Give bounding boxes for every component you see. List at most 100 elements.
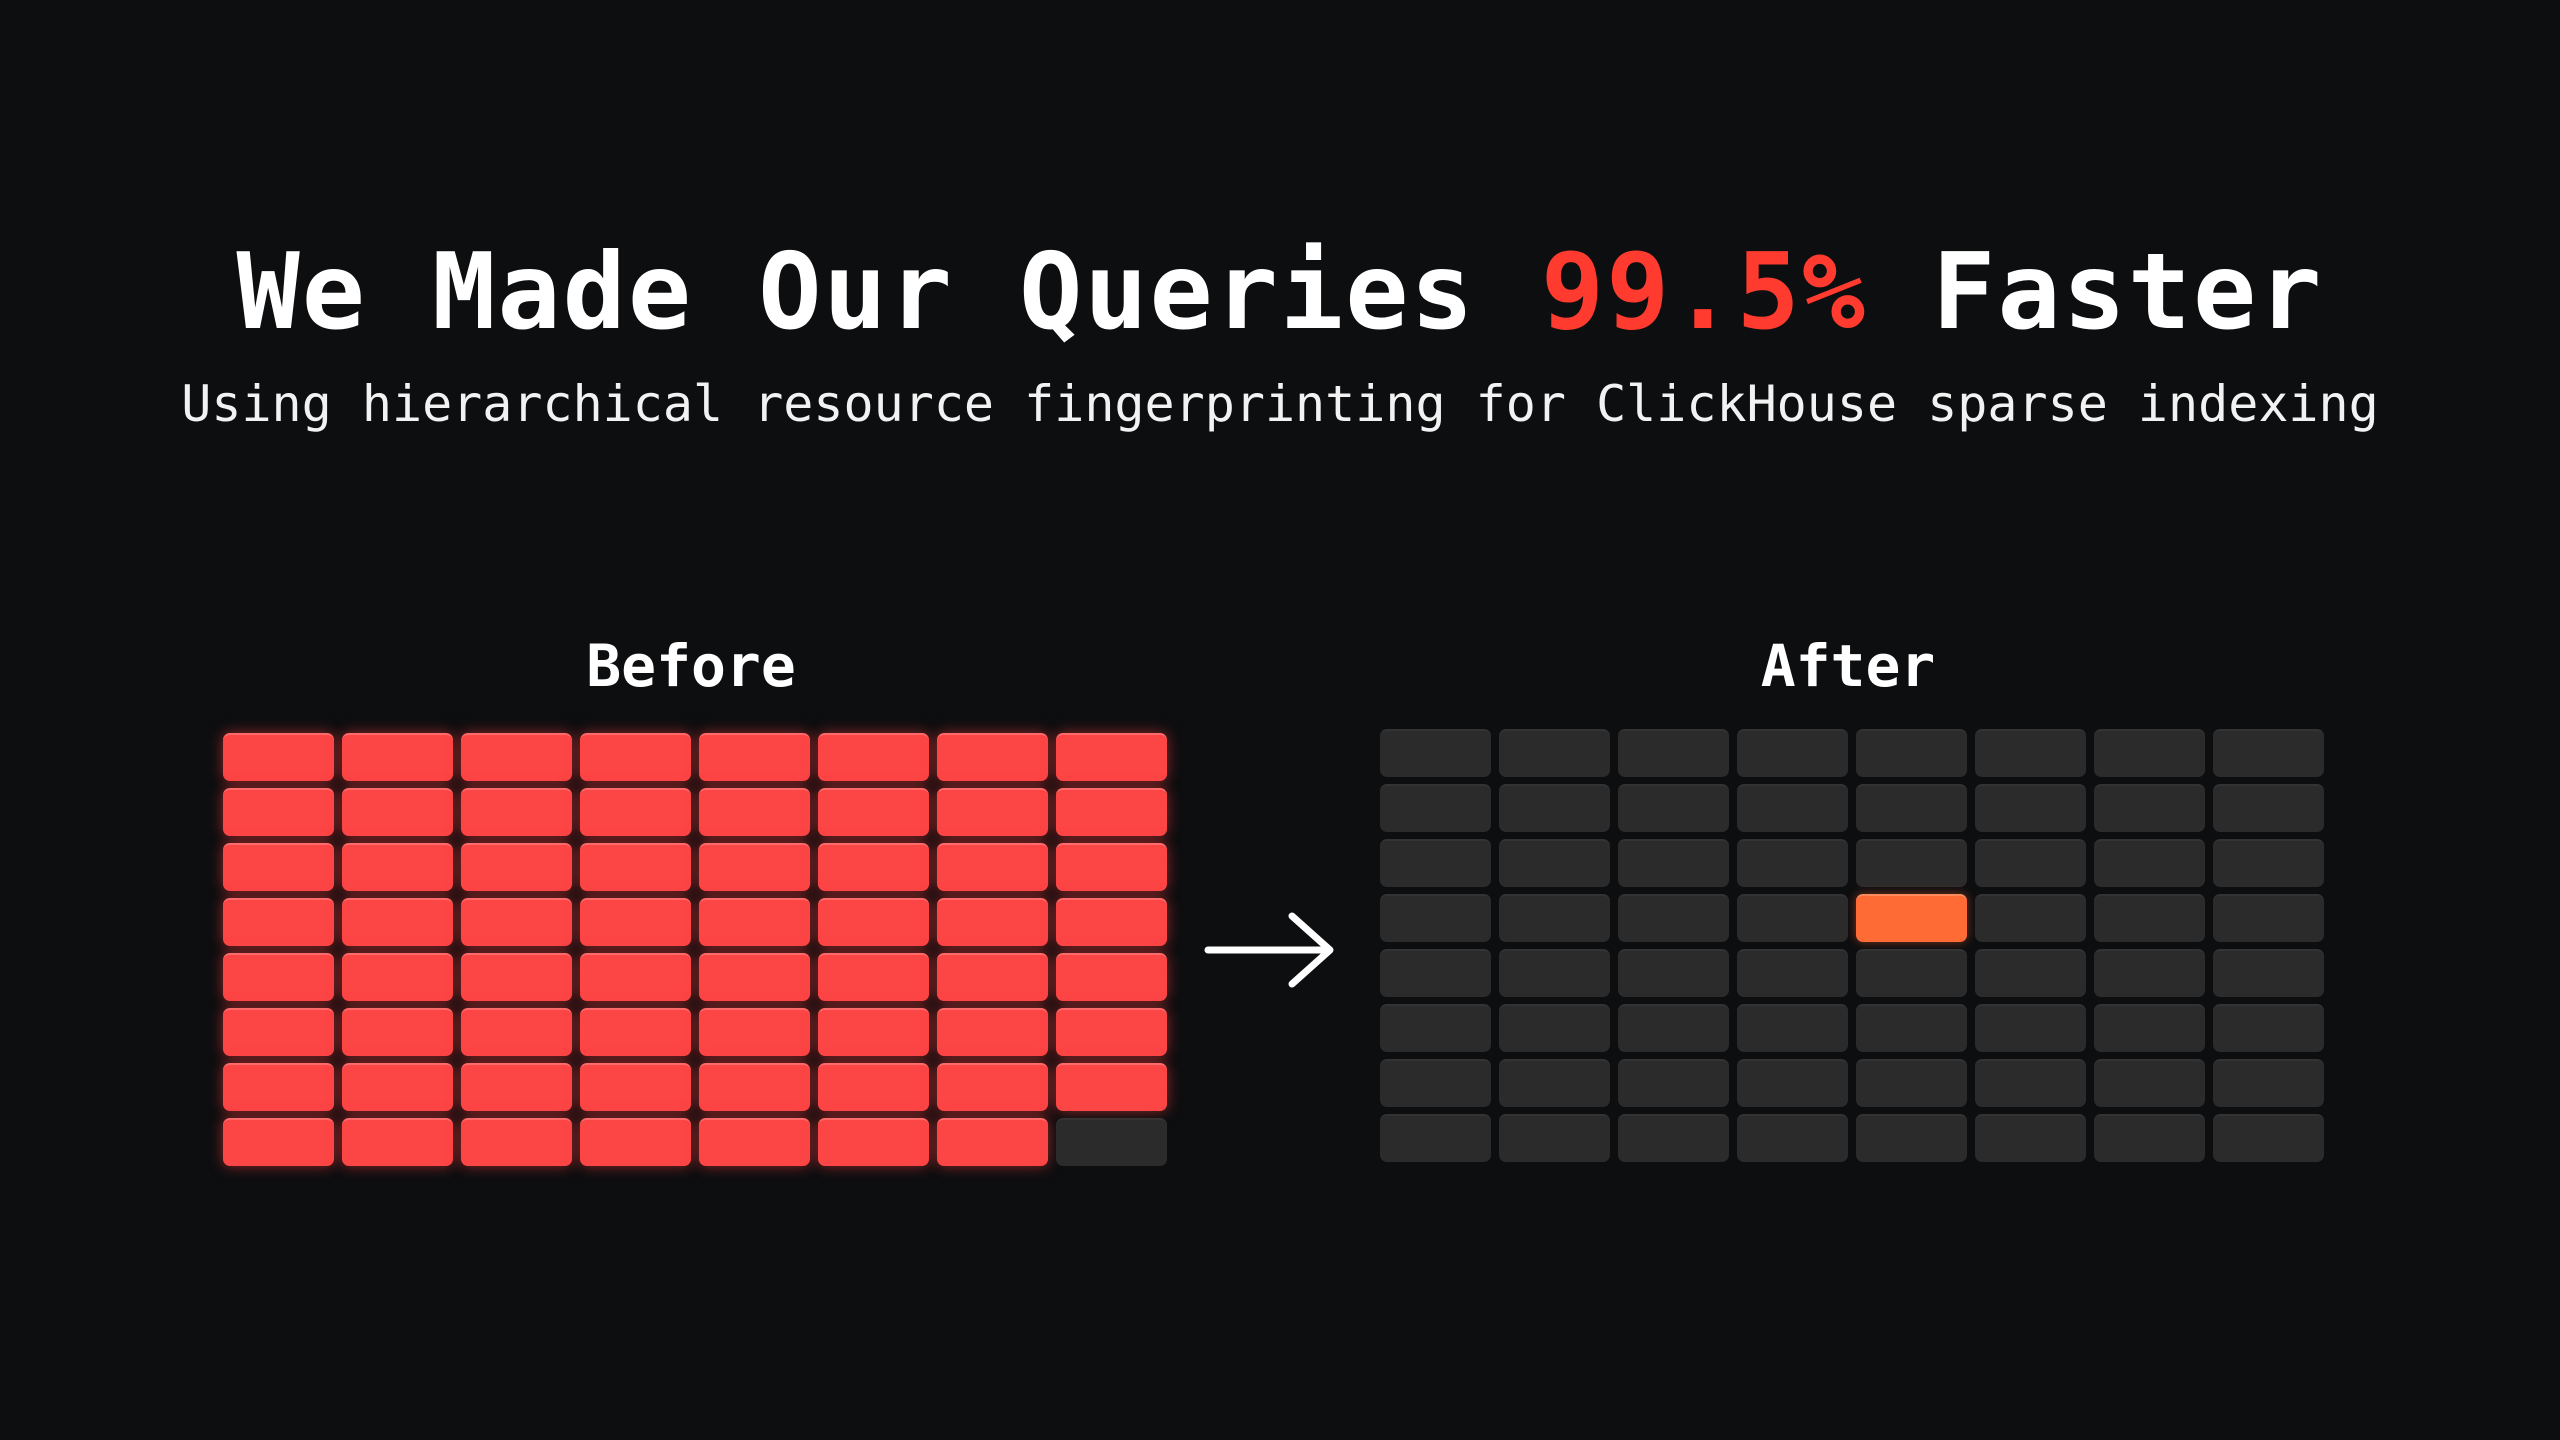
after-granule-off bbox=[1499, 784, 1610, 832]
before-granule-on bbox=[937, 953, 1048, 1001]
after-granule-off bbox=[1380, 894, 1491, 942]
after-granule-off bbox=[1618, 839, 1729, 887]
after-label: After bbox=[1760, 632, 1936, 700]
after-granule-off bbox=[1499, 729, 1610, 777]
after-granule-off bbox=[1975, 894, 2086, 942]
after-granule-off bbox=[1975, 1059, 2086, 1107]
title-prefix: We Made Our Queries bbox=[236, 231, 1541, 353]
after-granule-off bbox=[1737, 784, 1848, 832]
after-granule-off bbox=[2213, 839, 2324, 887]
before-granule-on bbox=[818, 843, 929, 891]
before-granule-on bbox=[937, 1008, 1048, 1056]
before-granule-on bbox=[1056, 843, 1167, 891]
before-granule-on bbox=[342, 953, 453, 1001]
after-granule-off bbox=[2094, 729, 2205, 777]
after-granule-off bbox=[1737, 949, 1848, 997]
before-granule-on bbox=[937, 898, 1048, 946]
before-granule-on bbox=[937, 733, 1048, 781]
before-granule-on bbox=[1056, 953, 1167, 1001]
before-granule-on bbox=[342, 788, 453, 836]
before-granule-on bbox=[818, 1063, 929, 1111]
after-granule-off bbox=[2213, 949, 2324, 997]
after-granule-off bbox=[1380, 1004, 1491, 1052]
after-granule-off bbox=[1380, 784, 1491, 832]
after-granule-off bbox=[2213, 894, 2324, 942]
after-granule-off bbox=[1856, 839, 1967, 887]
before-granule-on bbox=[580, 1008, 691, 1056]
before-granule-on bbox=[461, 788, 572, 836]
before-granule-on bbox=[342, 1118, 453, 1166]
before-granule-on bbox=[937, 843, 1048, 891]
after-granule-off bbox=[1380, 729, 1491, 777]
before-granule-on bbox=[223, 733, 334, 781]
before-granule-on bbox=[461, 898, 572, 946]
before-granule-on bbox=[1056, 1063, 1167, 1111]
before-granule-on bbox=[580, 898, 691, 946]
after-granule-off bbox=[1499, 1114, 1610, 1162]
after-granule-off bbox=[1856, 1004, 1967, 1052]
after-granule-off bbox=[1975, 729, 2086, 777]
page-title: We Made Our Queries 99.5% Faster bbox=[0, 232, 2560, 352]
before-granule-on bbox=[699, 898, 810, 946]
after-granule-off bbox=[2094, 1114, 2205, 1162]
title-highlight: 99.5% bbox=[1540, 231, 1867, 353]
before-granule-on bbox=[223, 953, 334, 1001]
before-granule-on bbox=[699, 788, 810, 836]
after-granule-off bbox=[2094, 784, 2205, 832]
before-granule-on bbox=[818, 1118, 929, 1166]
after-granule-off bbox=[2213, 1004, 2324, 1052]
after-granule-off bbox=[1380, 1059, 1491, 1107]
before-granule-on bbox=[580, 843, 691, 891]
before-granule-on bbox=[699, 1118, 810, 1166]
before-granule-on bbox=[342, 733, 453, 781]
after-granule-hit bbox=[1856, 894, 1967, 942]
after-granule-off bbox=[1499, 949, 1610, 997]
after-granule-off bbox=[2094, 894, 2205, 942]
before-granule-on bbox=[937, 788, 1048, 836]
before-granule-on bbox=[580, 953, 691, 1001]
after-granule-off bbox=[1856, 1114, 1967, 1162]
after-granule-off bbox=[1380, 949, 1491, 997]
after-granule-off bbox=[1618, 949, 1729, 997]
after-granule-off bbox=[2094, 839, 2205, 887]
before-granule-on bbox=[937, 1118, 1048, 1166]
before-granule-on bbox=[1056, 733, 1167, 781]
after-granule-off bbox=[1737, 1114, 1848, 1162]
after-granule-off bbox=[1737, 1059, 1848, 1107]
after-granule-off bbox=[1737, 894, 1848, 942]
before-granule-on bbox=[937, 1063, 1048, 1111]
before-granule-on bbox=[342, 1008, 453, 1056]
before-granule-on bbox=[223, 1063, 334, 1111]
before-granule-off bbox=[1056, 1118, 1167, 1166]
before-granule-on bbox=[342, 898, 453, 946]
after-granule-off bbox=[2213, 1114, 2324, 1162]
after-granule-off bbox=[1618, 1059, 1729, 1107]
after-granule-off bbox=[1975, 1114, 2086, 1162]
before-granule-on bbox=[1056, 788, 1167, 836]
before-granule-on bbox=[818, 953, 929, 1001]
after-granule-off bbox=[1618, 894, 1729, 942]
before-granule-on bbox=[223, 898, 334, 946]
before-granule-on bbox=[580, 733, 691, 781]
before-granule-on bbox=[580, 1063, 691, 1111]
before-granule-on bbox=[461, 843, 572, 891]
before-granule-on bbox=[223, 788, 334, 836]
after-granule-off bbox=[1737, 1004, 1848, 1052]
before-granule-on bbox=[818, 1008, 929, 1056]
before-granule-on bbox=[818, 733, 929, 781]
after-granule-off bbox=[1380, 839, 1491, 887]
before-granule-on bbox=[461, 1118, 572, 1166]
before-granule-on bbox=[461, 1008, 572, 1056]
after-granule-off bbox=[1380, 1114, 1491, 1162]
after-granule-off bbox=[1856, 949, 1967, 997]
after-granule-off bbox=[2213, 784, 2324, 832]
before-granule-on bbox=[461, 733, 572, 781]
after-granule-off bbox=[1975, 1004, 2086, 1052]
before-granule-on bbox=[223, 843, 334, 891]
after-granule-off bbox=[1975, 949, 2086, 997]
before-granule-on bbox=[699, 1008, 810, 1056]
before-granule-on bbox=[1056, 1008, 1167, 1056]
after-granule-off bbox=[1737, 729, 1848, 777]
after-granule-grid bbox=[1380, 729, 2324, 1162]
before-granule-on bbox=[223, 1008, 334, 1056]
